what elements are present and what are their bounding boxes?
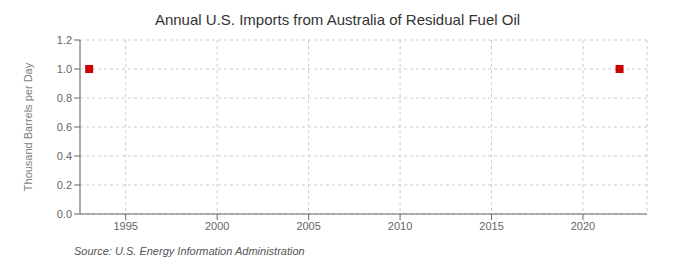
- svg-text:Thousand Barrels per Day: Thousand Barrels per Day: [22, 62, 34, 191]
- svg-text:2005: 2005: [296, 220, 320, 232]
- svg-text:1995: 1995: [113, 220, 137, 232]
- svg-text:2010: 2010: [388, 220, 412, 232]
- svg-text:1.2: 1.2: [57, 34, 72, 46]
- svg-text:2020: 2020: [571, 220, 595, 232]
- svg-text:0.2: 0.2: [57, 179, 72, 191]
- html-text:Source: U.S. Energy Informatio: Source: U.S. Energy Information Administ…: [74, 245, 305, 257]
- svg-text:0.6: 0.6: [57, 121, 72, 133]
- svg-text:2000: 2000: [205, 220, 229, 232]
- svg-text:0.8: 0.8: [57, 92, 72, 104]
- svg-text:2015: 2015: [479, 220, 503, 232]
- html-text:Annual U.S. Imports from Austr: Annual U.S. Imports from Australia of Re…: [154, 11, 521, 28]
- svg-text:1.0: 1.0: [57, 63, 72, 75]
- svg-text:0.4: 0.4: [57, 150, 72, 162]
- svg-text:0.0: 0.0: [57, 208, 72, 220]
